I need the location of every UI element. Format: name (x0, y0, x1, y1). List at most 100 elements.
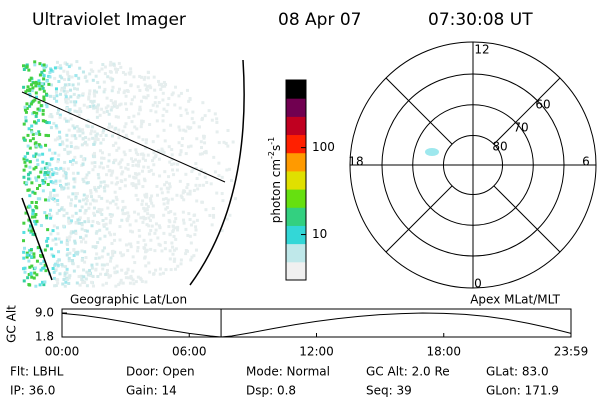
pixel (169, 268, 173, 272)
pixel (121, 208, 125, 212)
pixel (125, 89, 129, 93)
pixel (41, 86, 45, 90)
pixel (56, 111, 60, 115)
pixel (94, 245, 98, 249)
pixel (44, 143, 48, 147)
pixel (113, 103, 117, 107)
pixel (132, 75, 136, 79)
pixel (166, 201, 170, 205)
pixel (37, 79, 41, 83)
pixel (105, 110, 109, 114)
pixel (45, 216, 49, 220)
pixel (146, 205, 150, 209)
pixel (108, 221, 112, 225)
pixel (207, 109, 211, 113)
pixel (40, 280, 44, 284)
pixel (98, 149, 102, 153)
pixel (32, 167, 36, 171)
pixel (78, 129, 82, 133)
pixel (31, 190, 35, 194)
pixel (157, 79, 161, 83)
pixel (165, 186, 169, 190)
pixel (212, 213, 216, 217)
pixel (152, 156, 156, 160)
date: 08 Apr 07 (278, 10, 361, 30)
pixel (107, 153, 111, 157)
pixel (157, 83, 161, 87)
pixel (95, 115, 99, 119)
color-step (286, 80, 306, 99)
pixel (187, 212, 191, 216)
pixel (30, 215, 34, 219)
pixel (158, 226, 162, 230)
color-step (286, 98, 306, 117)
pixel (147, 224, 151, 228)
pixel (29, 76, 33, 80)
pixel (93, 130, 97, 134)
pixel (102, 156, 106, 160)
pixel (114, 126, 118, 130)
pixel (47, 134, 51, 138)
color-step (286, 189, 306, 208)
pixel (181, 210, 185, 214)
pixel (41, 178, 45, 182)
pixel (225, 168, 229, 172)
pixel (120, 179, 124, 183)
pixel (51, 197, 55, 201)
pixel (81, 137, 85, 141)
pixel (196, 187, 200, 191)
pixel (36, 163, 40, 167)
pixel (171, 245, 175, 249)
pixel (71, 83, 75, 87)
pixel (118, 87, 122, 91)
pixel (65, 242, 69, 246)
pixel (63, 171, 67, 175)
image-overlay (21, 59, 245, 286)
info-field: GLat: 83.0 (486, 365, 549, 379)
pixel (186, 125, 190, 129)
pixel (65, 236, 69, 240)
lat-label: 60 (535, 98, 550, 112)
pixel (143, 75, 147, 79)
pixel (185, 88, 189, 92)
pixel (104, 184, 108, 188)
pixel (168, 257, 172, 261)
pixel (37, 153, 41, 157)
pixel (119, 165, 123, 169)
pixel (115, 148, 119, 152)
pixel (38, 87, 42, 91)
pixel (66, 277, 70, 281)
pixel (73, 204, 77, 208)
pixel (72, 247, 76, 251)
pixel (62, 224, 66, 228)
pixel (96, 103, 100, 107)
pixel (25, 251, 29, 255)
pixel (174, 217, 178, 221)
pixel (29, 247, 33, 251)
pixel (33, 191, 37, 195)
pixel (23, 105, 27, 109)
pixel (136, 275, 140, 279)
pixel (205, 180, 209, 184)
time: 07:30:08 UT (428, 10, 533, 30)
pixel (45, 64, 49, 68)
pixel (234, 197, 238, 201)
pixel (52, 171, 56, 175)
pixel (83, 250, 87, 254)
pixel (115, 270, 119, 274)
pixel (102, 90, 106, 94)
pixel (54, 182, 58, 186)
pixel (142, 77, 146, 81)
pixel (40, 84, 44, 88)
pixel (182, 221, 186, 225)
pixel (120, 172, 124, 176)
mlt-label: 6 (582, 155, 590, 169)
pixel (22, 250, 26, 254)
pixel (183, 189, 187, 193)
pixel (133, 176, 137, 180)
pixel (51, 229, 55, 233)
pixel (38, 283, 42, 287)
pixel (22, 136, 26, 140)
pixel (38, 107, 42, 111)
pixel (74, 251, 78, 255)
